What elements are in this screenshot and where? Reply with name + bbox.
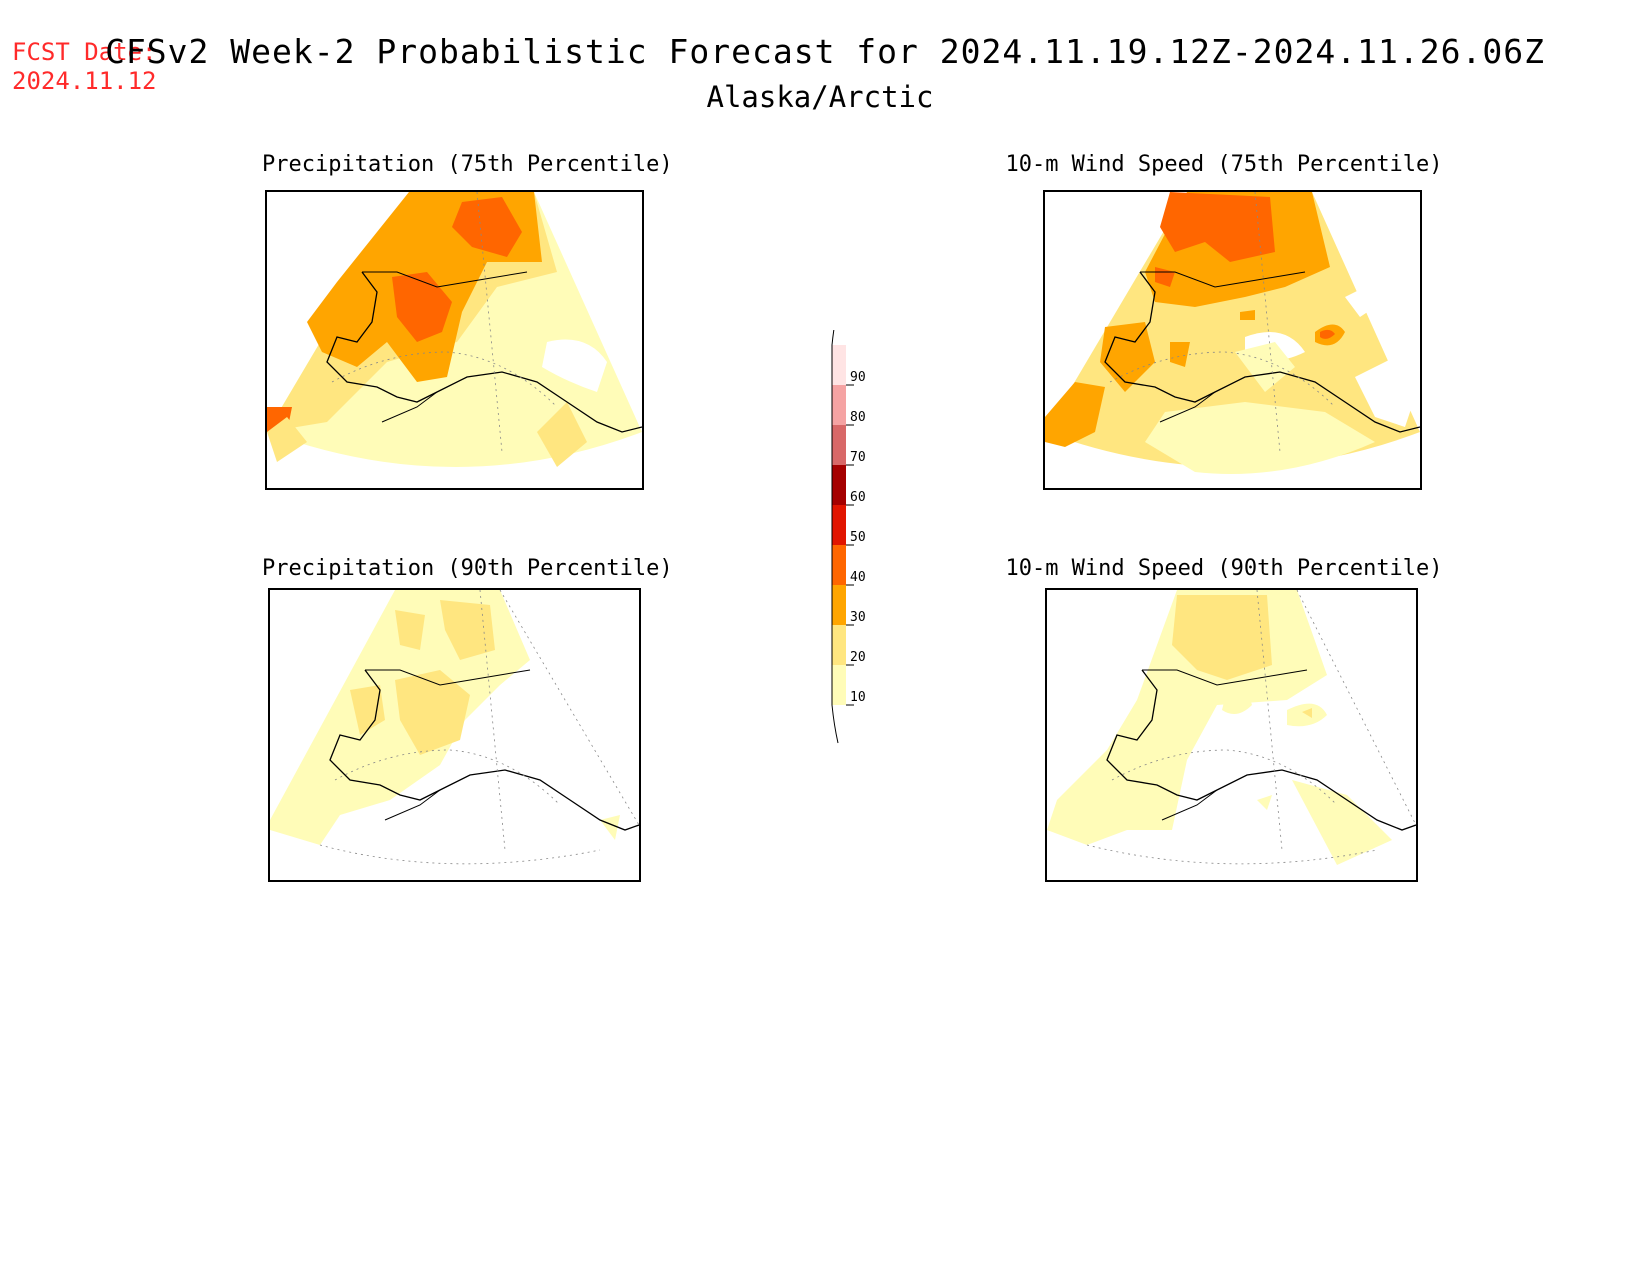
colorbar-swatch xyxy=(832,345,846,385)
colorbar-label: 50 xyxy=(850,530,866,545)
panel-title-precip-75: Precipitation (75th Percentile) xyxy=(262,152,673,177)
map-panel-wind-90 xyxy=(1045,588,1418,882)
map-panel-precip-75 xyxy=(265,190,644,490)
colorbar-label: 10 xyxy=(850,690,866,705)
colorbar: 10 20 30 40 50 60 70 80 90 xyxy=(820,306,890,754)
colorbar-label: 90 xyxy=(850,370,866,385)
forecast-date: FCST Date: 2024.11.12 xyxy=(12,38,157,96)
colorbar-swatch xyxy=(832,425,846,465)
panel-title-wind-90: 10-m Wind Speed (90th Percentile) xyxy=(1005,556,1443,581)
page-subtitle: Alaska/Arctic xyxy=(706,80,934,114)
panel-title-precip-90: Precipitation (90th Percentile) xyxy=(262,556,673,581)
colorbar-bottom-arrow xyxy=(831,704,839,744)
colorbar-swatch xyxy=(832,385,846,425)
colorbar-swatch xyxy=(832,625,846,665)
colorbar-label: 20 xyxy=(850,650,866,665)
colorbar-swatch xyxy=(832,665,846,705)
colorbar-label: 60 xyxy=(850,490,866,505)
map-panel-wind-75 xyxy=(1043,190,1422,490)
forecast-date-value: 2024.11.12 xyxy=(12,67,157,95)
page-title: CFSv2 Week-2 Probabilistic Forecast for … xyxy=(105,32,1545,71)
colorbar-label: 70 xyxy=(850,450,866,465)
colorbar-svg: 10 20 30 40 50 60 70 80 90 xyxy=(831,306,866,744)
colorbar-label: 30 xyxy=(850,610,866,625)
colorbar-label: 40 xyxy=(850,570,866,585)
colorbar-swatch xyxy=(832,465,846,505)
colorbar-label: 80 xyxy=(850,410,866,425)
panel-title-wind-75: 10-m Wind Speed (75th Percentile) xyxy=(1005,152,1443,177)
colorbar-swatch xyxy=(832,505,846,545)
colorbar-top-arrow xyxy=(831,306,839,346)
forecast-date-label: FCST Date: xyxy=(12,38,157,66)
colorbar-swatch xyxy=(832,545,846,585)
colorbar-swatch xyxy=(832,585,846,625)
map-panel-precip-90 xyxy=(268,588,641,882)
